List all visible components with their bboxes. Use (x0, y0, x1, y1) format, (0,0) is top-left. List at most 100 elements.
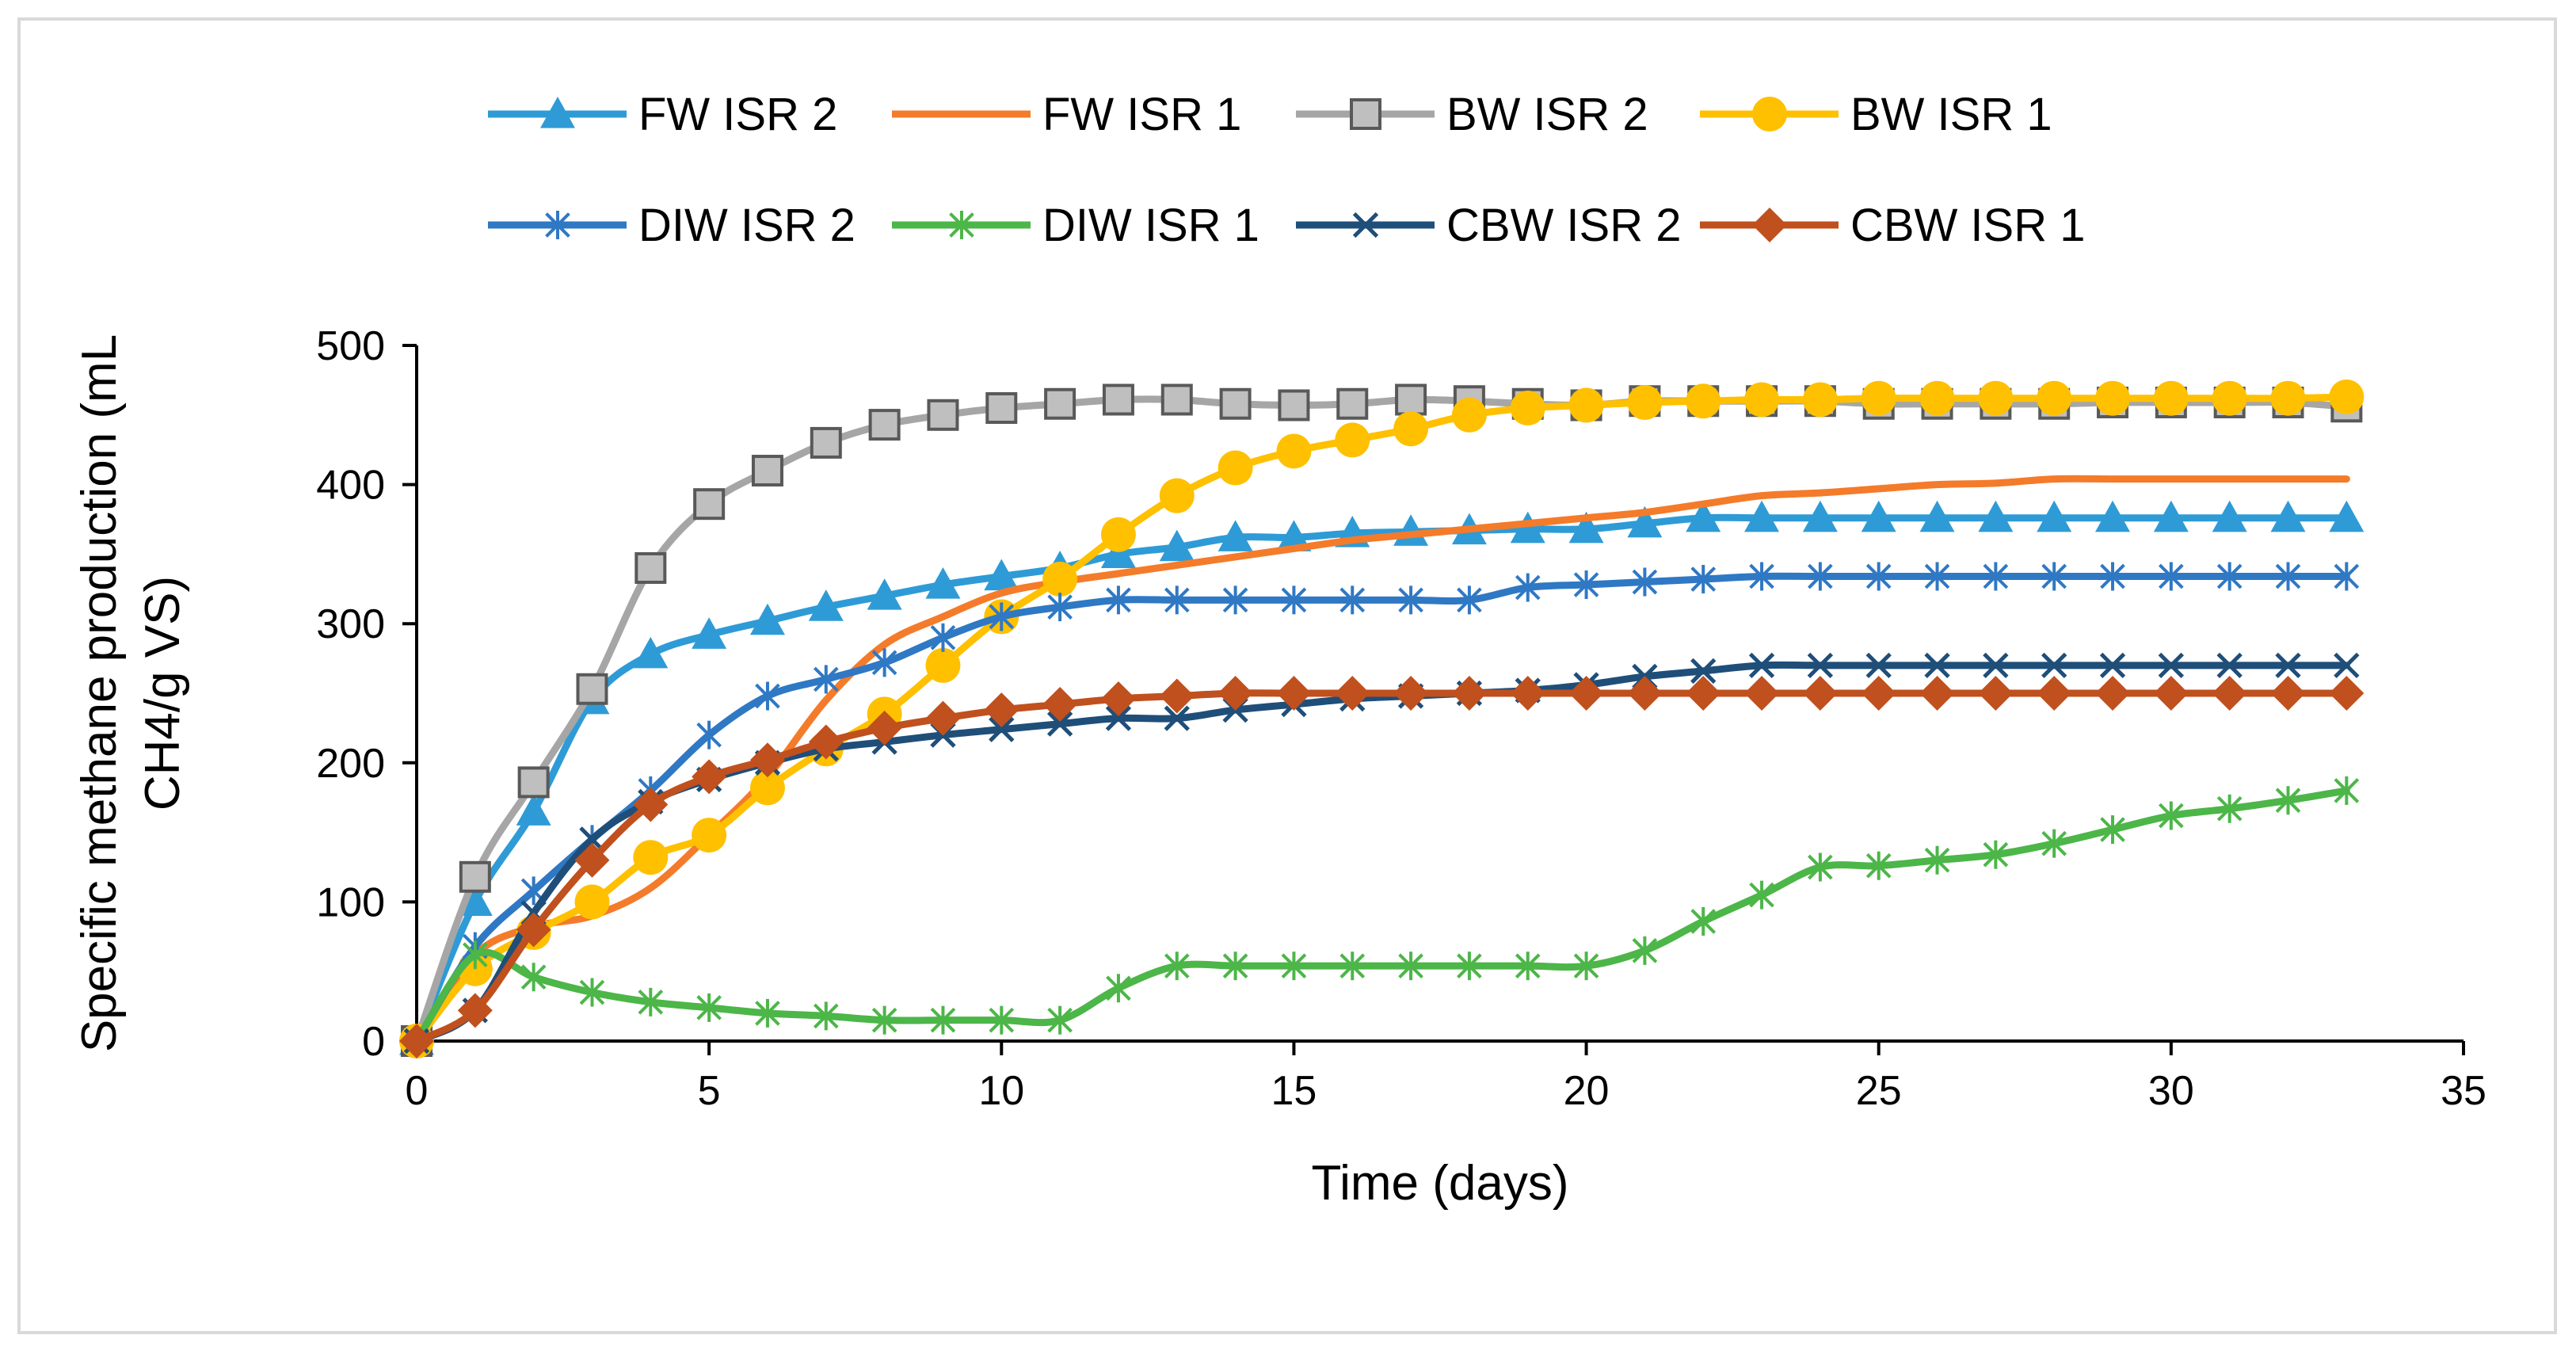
data-point-fw-isr-2 (1568, 511, 1604, 544)
data-point-cbw-isr-1 (1627, 676, 1663, 711)
data-point-diw-isr-2 (1808, 562, 1833, 591)
data-point-diw-isr-1 (2334, 776, 2360, 805)
data-point-diw-isr-1 (1398, 952, 1423, 981)
x-stroke (989, 716, 1015, 742)
data-point-fw-isr-2 (1218, 520, 1253, 551)
x-stroke (1807, 652, 1834, 679)
data-point-diw-isr-1 (579, 978, 605, 1007)
data-point-diw-isr-2 (2100, 562, 2125, 591)
x-stroke (2099, 652, 2126, 679)
data-point-cbw-isr-1 (984, 692, 1019, 728)
data-point-cbw-isr-1 (2037, 676, 2072, 711)
data-point-cbw-isr-1 (516, 912, 551, 948)
data-point-diw-isr-1 (871, 1005, 897, 1035)
data-point-bw-isr-1 (749, 770, 785, 806)
data-point-diw-isr-2 (1398, 585, 1423, 615)
data-point-bw-isr-1 (633, 840, 669, 875)
data-point-cbw-isr-2 (1924, 652, 1950, 679)
data-point-cbw-isr-2 (2216, 652, 2243, 679)
data-point-cbw-isr-1 (1919, 676, 1955, 711)
data-point-cbw-isr-2 (2275, 652, 2301, 679)
methane-line-chart: FW ISR 2 FW ISR 1 BW ISR 2 BW ISR 1 DIW ISR … (72, 89, 2486, 1211)
legend-item-bw-isr-2: BW ISR 2 (1296, 89, 1648, 140)
data-point-fw-isr-2 (2153, 500, 2189, 532)
data-point-diw-isr-2 (930, 623, 956, 652)
data-point-diw-isr-2 (871, 648, 897, 677)
data-point-cbw-isr-2 (1690, 658, 1717, 685)
data-point-diw-isr-2 (2275, 562, 2301, 591)
data-point-diw-isr-1 (696, 993, 722, 1022)
x-stroke (1352, 212, 1379, 238)
data-point-diw-isr-1 (2100, 815, 2125, 845)
data-point-bw-isr-1 (1100, 517, 1136, 552)
data-point-diw-isr-2 (2216, 562, 2243, 591)
data-point-diw-isr-1 (2041, 829, 2067, 858)
data-point-bw-isr-1 (2153, 380, 2189, 416)
data-point-diw-isr-2 (1281, 585, 1307, 615)
x-stroke (1865, 652, 1892, 679)
x-stroke (2216, 652, 2243, 679)
data-point-diw-isr-2 (1339, 585, 1366, 615)
data-point-cbw-isr-1 (867, 710, 902, 746)
data-point-cbw-isr-1 (2212, 676, 2247, 711)
y-tick-label: 400 (316, 463, 385, 509)
data-point-bw-isr-2 (693, 488, 726, 521)
data-point-cbw-isr-2 (2334, 652, 2360, 679)
data-point-cbw-isr-1 (1100, 681, 1136, 717)
data-point-fw-isr-2 (1802, 500, 1838, 532)
data-point-fw-isr-2 (749, 603, 785, 635)
data-point-cbw-isr-1 (1335, 676, 1370, 711)
data-point-diw-isr-1 (1632, 936, 1658, 965)
data-point-diw-isr-1 (1983, 840, 2009, 869)
data-point-cbw-isr-1 (574, 842, 610, 878)
data-point-cbw-isr-1 (1510, 676, 1545, 711)
data-point-bw-isr-1 (1218, 450, 1253, 486)
data-point-bw-isr-1 (1451, 397, 1487, 433)
x-stroke (1046, 711, 1073, 737)
data-point-diw-isr-2 (1865, 562, 1892, 591)
data-point-cbw-isr-1 (1451, 676, 1487, 711)
data-point-fw-isr-2 (1100, 536, 1136, 568)
data-point-diw-isr-1 (1164, 952, 1190, 981)
x-tick-label: 10 (978, 1068, 1024, 1114)
data-point-cbw-isr-1 (692, 759, 727, 795)
x-stroke (1164, 705, 1190, 731)
data-point-diw-isr-1 (2216, 794, 2243, 823)
data-point-cbw-isr-1 (457, 993, 493, 1028)
x-stroke (2158, 652, 2185, 679)
data-point-bw-isr-1 (692, 818, 727, 853)
data-point-diw-isr-2 (989, 602, 1015, 631)
data-point-diw-isr-1 (1106, 974, 1131, 1003)
legend-marker-cbw-isr-1 (1752, 208, 1787, 242)
data-point-cbw-isr-2 (2099, 652, 2126, 679)
data-point-bw-isr-1 (574, 884, 610, 920)
chart-frame: FW ISR 2 FW ISR 1 BW ISR 2 BW ISR 1 DIW ISR … (17, 17, 2557, 1334)
data-point-diw-isr-1 (1281, 952, 1307, 981)
data-point-fw-isr-2 (516, 794, 551, 826)
x-stroke (2334, 652, 2360, 679)
data-point-bw-isr-1 (1276, 433, 1312, 469)
legend-label-cbw-isr-1: CBW ISR 1 (1850, 200, 2086, 251)
data-point-cbw-isr-1 (1159, 678, 1195, 714)
data-point-fw-isr-2 (1744, 500, 1780, 532)
data-point-bw-isr-1 (925, 647, 961, 683)
data-point-cbw-isr-2 (1983, 652, 2009, 679)
data-point-bw-isr-2 (517, 766, 550, 799)
legend-label-bw-isr-1: BW ISR 1 (1850, 89, 2052, 140)
data-point-cbw-isr-2 (2158, 652, 2185, 679)
data-point-diw-isr-2 (2159, 562, 2184, 591)
legend-label-diw-isr-1: DIW ISR 1 (1042, 200, 1259, 251)
data-point-diw-isr-1 (1573, 952, 1599, 981)
legend-label-diw-isr-2: DIW ISR 2 (638, 200, 855, 251)
data-point-diw-isr-1 (989, 1005, 1015, 1035)
x-tick-label: 0 (406, 1068, 429, 1114)
legend-marker-diw-isr-1 (949, 211, 974, 239)
data-point-cbw-isr-1 (2153, 676, 2189, 711)
data-point-fw-isr-2 (692, 617, 727, 649)
data-point-diw-isr-2 (1924, 562, 1950, 591)
x-tick-label: 5 (698, 1068, 721, 1114)
legend-item-cbw-isr-1: CBW ISR 1 (1700, 200, 2086, 251)
data-point-bw-isr-2 (1102, 383, 1134, 416)
data-point-bw-isr-2 (1336, 387, 1369, 420)
data-point-bw-isr-1 (1335, 422, 1370, 458)
